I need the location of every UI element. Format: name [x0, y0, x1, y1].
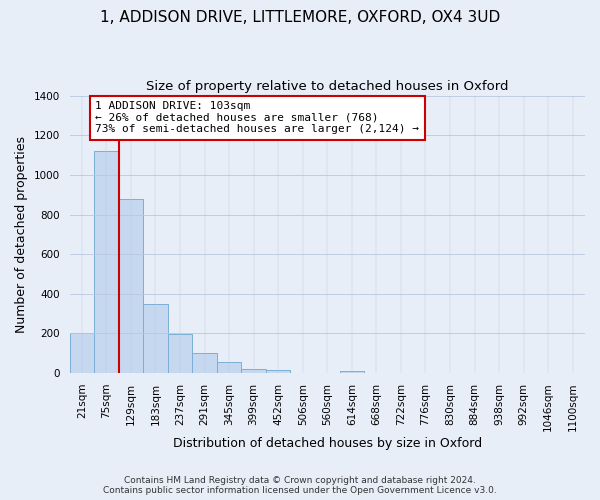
Bar	[94, 151, 119, 373]
X-axis label: Distribution of detached houses by size in Oxford: Distribution of detached houses by size …	[173, 437, 482, 450]
Bar	[143, 304, 168, 373]
Bar	[217, 362, 241, 373]
Bar	[119, 198, 143, 373]
Bar	[168, 334, 192, 373]
Y-axis label: Number of detached properties: Number of detached properties	[15, 136, 28, 333]
Text: Contains HM Land Registry data © Crown copyright and database right 2024.
Contai: Contains HM Land Registry data © Crown c…	[103, 476, 497, 495]
Bar	[192, 354, 217, 373]
Bar	[266, 370, 290, 373]
Text: 1 ADDISON DRIVE: 103sqm
← 26% of detached houses are smaller (768)
73% of semi-d: 1 ADDISON DRIVE: 103sqm ← 26% of detache…	[95, 101, 419, 134]
Bar	[340, 371, 364, 373]
Bar	[70, 334, 94, 373]
Bar	[241, 369, 266, 373]
Title: Size of property relative to detached houses in Oxford: Size of property relative to detached ho…	[146, 80, 509, 93]
Text: 1, ADDISON DRIVE, LITTLEMORE, OXFORD, OX4 3UD: 1, ADDISON DRIVE, LITTLEMORE, OXFORD, OX…	[100, 10, 500, 25]
